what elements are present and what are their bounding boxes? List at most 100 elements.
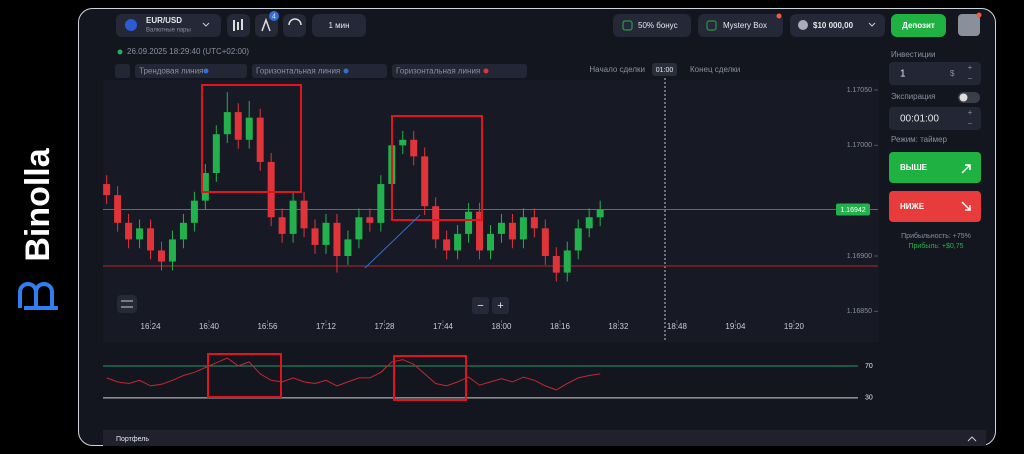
candle-body — [443, 239, 451, 251]
datetime: 26.09.2025 18:29:40 (UTC+02:00) — [127, 47, 249, 56]
candle-body — [212, 134, 220, 173]
tool-color — [343, 68, 349, 74]
balance-button[interactable] — [790, 14, 885, 37]
expiration: 00:01:00 — [900, 114, 939, 125]
tool-chip[interactable] — [252, 64, 387, 78]
tools-toggle[interactable] — [115, 64, 130, 78]
minus[interactable]: − — [968, 74, 973, 83]
candle-body — [508, 222, 516, 240]
trade-end: Конец сделки — [690, 65, 740, 74]
deposit: Депозит — [902, 21, 935, 30]
annotations — [201, 84, 483, 401]
candle-body — [454, 233, 462, 251]
candle-body — [399, 139, 407, 146]
x-tick-label: 18:32 — [608, 322, 629, 331]
x-tick-label: 16:40 — [199, 322, 220, 331]
chevron — [967, 436, 977, 442]
candle-body — [519, 217, 527, 240]
x-tick-label: 17:44 — [433, 322, 454, 331]
y-tick-label: 1.16900 — [847, 253, 872, 260]
x-tick-label: 19:04 — [725, 322, 746, 331]
plus[interactable]: + — [968, 108, 973, 117]
candle-body — [245, 117, 253, 140]
minus[interactable]: − — [968, 119, 973, 128]
expiration-label: Экспирация — [891, 92, 935, 101]
avatar[interactable] — [958, 14, 980, 36]
pair-sub: Валютные пары — [146, 28, 191, 34]
icon — [233, 19, 243, 31]
chevron — [202, 22, 210, 27]
candle-body — [179, 222, 187, 240]
icon — [288, 18, 302, 26]
badge-bg — [269, 11, 279, 21]
candle-body — [497, 222, 505, 234]
highlight — [201, 84, 302, 193]
candle-body — [157, 250, 165, 262]
x-tick-label: 17:28 — [374, 322, 395, 331]
plus[interactable]: + — [968, 63, 973, 72]
candle-body — [552, 256, 560, 273]
badge: 4 — [272, 13, 276, 20]
mystery-button[interactable] — [698, 14, 783, 37]
dot — [776, 13, 782, 19]
timeframe: 1 мин — [328, 21, 349, 30]
flag — [125, 19, 137, 31]
bonus-button[interactable] — [613, 14, 691, 37]
expiration-input[interactable] — [889, 107, 981, 130]
plot: 1.16850 1.16900 1.17000 1.17050 16:24 16:40 16… — [103, 87, 878, 402]
portfolio-bar[interactable] — [103, 430, 986, 446]
mystery: Mystery Box — [723, 21, 767, 30]
icon — [622, 20, 633, 31]
current-price: 1.16942 — [840, 207, 865, 214]
tool-chip[interactable] — [392, 64, 527, 78]
icon — [798, 20, 808, 30]
trade-start: Начало сделки — [589, 65, 645, 74]
candle-body — [311, 228, 319, 245]
pair: EUR/USD — [146, 16, 182, 25]
y-tick-label: 1.16850 — [847, 308, 872, 315]
icon — [961, 164, 971, 174]
x-tick-label: 18:16 — [550, 322, 571, 331]
candle-body — [574, 228, 582, 251]
candle-body — [147, 228, 155, 251]
dot — [976, 12, 982, 18]
candle-body — [487, 233, 494, 251]
candle-body — [190, 200, 198, 223]
tool-chip[interactable] — [135, 64, 247, 78]
candle-body — [136, 228, 144, 240]
profitability: Прибыльность: +75% — [901, 232, 971, 240]
investment-input[interactable] — [889, 62, 981, 85]
pair-selector[interactable] — [116, 14, 221, 37]
settings-button[interactable] — [117, 295, 137, 313]
up-button[interactable] — [889, 152, 981, 183]
candle-body — [344, 239, 352, 257]
deposit-button[interactable] — [891, 14, 946, 37]
candle-body — [541, 228, 549, 257]
zoom-label: − — [477, 300, 483, 312]
candle-body — [278, 217, 286, 234]
candle-body — [234, 112, 242, 140]
price-tag — [836, 203, 870, 216]
drawing-button[interactable] — [283, 14, 306, 37]
profit: Прибыль: +$0,75 — [908, 242, 963, 250]
candle-body — [333, 222, 341, 257]
candle-body — [410, 139, 418, 157]
timeframe-button[interactable] — [312, 14, 366, 37]
x-tick-label: 17:12 — [316, 322, 337, 331]
highlight — [391, 115, 483, 221]
y-tick-label: 1.17000 — [847, 142, 872, 149]
zoom-in[interactable] — [492, 297, 509, 314]
candle-body — [201, 172, 209, 201]
investment-label: Инвестиции — [891, 50, 935, 59]
candle-body — [322, 222, 330, 245]
down-button[interactable] — [889, 191, 981, 222]
candle-body — [366, 217, 374, 223]
candle-body — [476, 211, 484, 251]
zoom-out[interactable] — [472, 297, 489, 314]
candle-body — [585, 217, 593, 229]
candle-body — [432, 206, 440, 240]
tool: Горизонтальная линия — [396, 67, 480, 76]
chart-area — [103, 80, 879, 342]
down: НИЖЕ — [900, 202, 925, 211]
